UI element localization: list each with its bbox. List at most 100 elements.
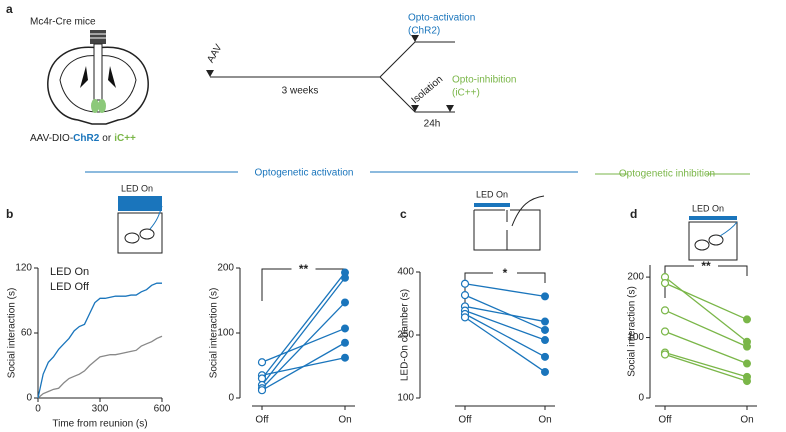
icon (117, 195, 738, 261)
significance-bracket (664, 265, 748, 298)
y-tick-label: 120 (15, 263, 32, 274)
virus-prefix: AAV-DIO- (30, 133, 73, 144)
legend-label: LED On (50, 266, 89, 278)
pair-line (464, 283, 546, 298)
on-point (341, 353, 349, 362)
axis (239, 268, 355, 407)
icon-label: LED On (692, 203, 724, 213)
off-point (460, 291, 470, 300)
on-point (541, 292, 549, 301)
off-point (660, 327, 670, 336)
pair-line (261, 277, 346, 386)
section-title: Optogenetic inhibition (619, 169, 715, 180)
y-tick-label: 250 (397, 330, 414, 341)
duration-label: 3 weeks (282, 86, 319, 97)
icon-label: LED On (121, 183, 153, 193)
y-tick-label: 100 (397, 393, 414, 404)
x-tick-label: Off (255, 415, 268, 426)
on-point (341, 273, 349, 282)
section-title: Optogenetic activation (255, 168, 354, 179)
activation-sub: (ChR2) (408, 26, 440, 37)
pair-line (664, 276, 748, 343)
on-point (743, 359, 751, 368)
y-axis-label: Social interaction (s) (627, 286, 638, 377)
on-point (743, 315, 751, 324)
off-point (460, 279, 470, 288)
on-point (541, 317, 549, 326)
x-axis-label: Time from reunion (s) (52, 419, 147, 430)
isolation-label: Isolation (410, 74, 446, 106)
icon-label: LED On (476, 189, 508, 199)
pair-line (261, 342, 346, 391)
pair-line (664, 282, 748, 321)
off-point (660, 306, 670, 315)
off-point (660, 279, 670, 288)
y-axis-label: Social interaction (s) (7, 288, 18, 379)
off-point (257, 358, 267, 367)
pair-line (464, 294, 546, 331)
y-tick-label: 60 (21, 328, 33, 339)
on-point (341, 338, 349, 347)
inhibition-sub: (iC++) (452, 88, 480, 99)
on-point (541, 367, 549, 376)
on-point (541, 352, 549, 361)
y-tick-label: 0 (228, 393, 234, 404)
panel-label: b (6, 207, 13, 221)
y-tick-label: 400 (397, 267, 414, 278)
mouse-line: Mc4r-Cre mice (30, 17, 96, 28)
panel-label: c (400, 207, 407, 221)
x-tick-label: Off (658, 415, 671, 426)
y-axis-label: LED-On chamber (s) (400, 289, 411, 381)
y-tick-label: 100 (217, 328, 234, 339)
pair-line (464, 316, 546, 373)
on-point (743, 377, 751, 386)
aav-label: AAV (205, 42, 224, 64)
inhibition-label: Opto-inhibition (452, 75, 516, 86)
significance-label: ** (701, 259, 711, 273)
x-tick-label: 300 (92, 404, 109, 415)
virus-chr2: ChR2 (73, 133, 100, 144)
panel-label: a (6, 2, 13, 16)
x-tick-label: 0 (35, 404, 41, 415)
y-tick-label: 0 (638, 393, 644, 404)
off-point (257, 386, 267, 395)
y-axis-label: Social interaction (s) (209, 288, 220, 379)
y-tick-label: 100 (627, 332, 644, 343)
on-point (541, 325, 549, 334)
on-point (743, 342, 751, 351)
pair-line (664, 353, 748, 382)
x-tick-label: On (538, 415, 551, 426)
y-tick-label: 200 (627, 272, 644, 283)
on-point (341, 324, 349, 333)
significance-label: ** (299, 262, 309, 276)
pair-line (464, 310, 546, 341)
pair-line (664, 352, 748, 378)
pair-line (261, 301, 346, 389)
pair-line (464, 305, 546, 323)
x-tick-label: Off (458, 415, 471, 426)
x-tick-label: On (338, 415, 351, 426)
series-line (37, 282, 162, 399)
activation-label: Opto-activation (408, 13, 475, 24)
panel-label: d (630, 207, 637, 221)
axis (649, 265, 757, 407)
off-point (460, 313, 470, 322)
on-point (341, 298, 349, 307)
x-tick-label: On (740, 415, 753, 426)
y-tick-label: 200 (217, 263, 234, 274)
virus-or: or (102, 133, 112, 144)
off-point (660, 350, 670, 359)
y-tick-label: 0 (26, 393, 32, 404)
virus-label: AAV-DIO-ChR2 or iC++ (30, 133, 136, 144)
x-tick-label: 600 (154, 404, 171, 415)
delay-label: 24h (424, 119, 441, 130)
pair-line (464, 313, 546, 358)
axis (419, 272, 555, 407)
significance-label: * (503, 266, 508, 280)
pair-line (664, 309, 748, 348)
on-point (541, 336, 549, 345)
brain-drawing (47, 30, 149, 125)
legend-label: LED Off (50, 281, 90, 293)
series-line (37, 335, 163, 399)
